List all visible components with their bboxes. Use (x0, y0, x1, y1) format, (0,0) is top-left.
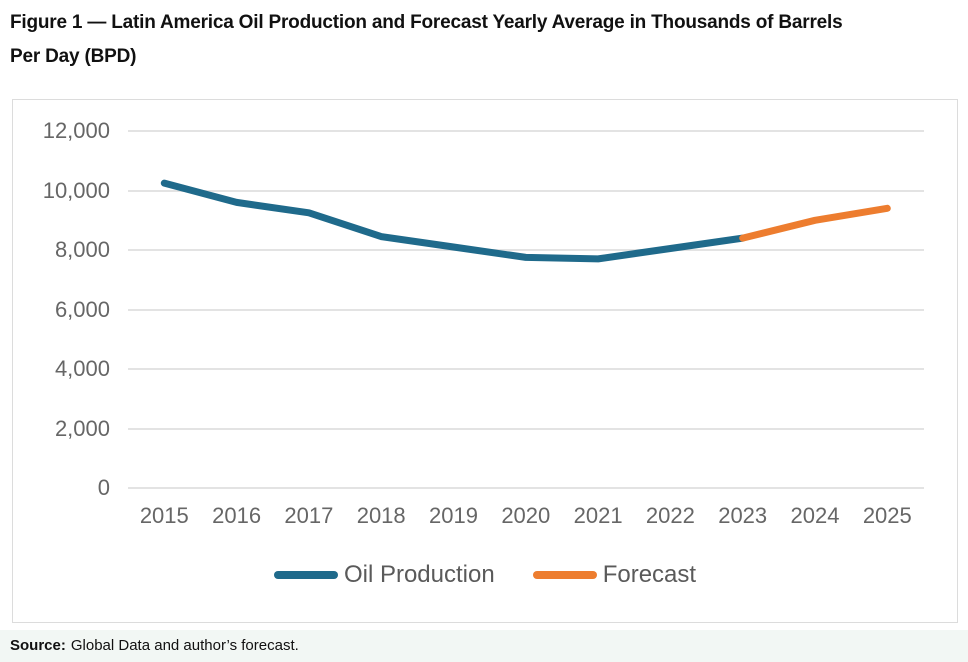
source-label: Source: (10, 637, 66, 654)
x-axis-tick-label: 2022 (645, 503, 695, 528)
x-axis-tick-label: 2024 (790, 503, 840, 528)
figure-title-line2: Per Day (BPD) (10, 46, 137, 67)
chart-card: 12,000 10,000 8,000 6,000 4,000 2,000 0 2015 201… (12, 99, 958, 623)
y-axis-tick-label: 2,000 (54, 415, 110, 441)
legend-swatch-icon (273, 571, 338, 579)
legend-item-forecast: Forecast (532, 561, 697, 589)
legend-swatch-icon (532, 571, 597, 579)
gridline (128, 189, 924, 192)
gridline (128, 487, 924, 489)
legend-label: Oil Production (343, 561, 495, 588)
x-axis-tick-label: 2019 (429, 503, 478, 528)
y-axis-tick-label: 6,000 (54, 296, 110, 322)
oil-production-line (160, 179, 747, 263)
figure-title-line1: Figure 1 — Latin America Oil Production … (10, 12, 843, 33)
y-axis-tick-label: 10,000 (42, 177, 110, 203)
forecast-line (739, 204, 891, 242)
y-axis-tick-label: 0 (97, 475, 110, 500)
gridline (128, 368, 924, 370)
x-axis-tick-label: 2020 (501, 503, 551, 528)
y-axis-tick-label: 12,000 (42, 118, 110, 143)
gridline (128, 308, 924, 311)
legend-item-oil-production: Oil Production (273, 561, 495, 589)
source-text: Global Data and author’s forecast. (70, 637, 299, 654)
source-band: Source: Global Data and author’s forecast… (0, 630, 968, 662)
gridline (128, 130, 924, 132)
x-axis-tick-label: 2023 (718, 503, 768, 528)
y-axis-tick-label: 4,000 (54, 356, 110, 381)
x-axis-tick-label: 2021 (573, 503, 623, 528)
x-axis-tick-label: 2017 (284, 503, 334, 528)
figure-title: Figure 1 — Latin America Oil Production … (10, 6, 843, 74)
gridline (128, 249, 924, 251)
y-axis-tick-label: 8,000 (54, 237, 110, 262)
x-axis-tick-label: 2016 (212, 503, 262, 528)
x-axis-tick-label: 2018 (356, 503, 406, 528)
legend-label: Forecast (602, 561, 697, 588)
x-axis-tick-label: 2025 (862, 503, 912, 528)
chart-legend: Oil Production Forecast (13, 560, 957, 590)
x-axis-tick-label: 2015 (139, 503, 189, 528)
gridline (128, 427, 924, 430)
chart-lines-canvas (160, 179, 891, 263)
